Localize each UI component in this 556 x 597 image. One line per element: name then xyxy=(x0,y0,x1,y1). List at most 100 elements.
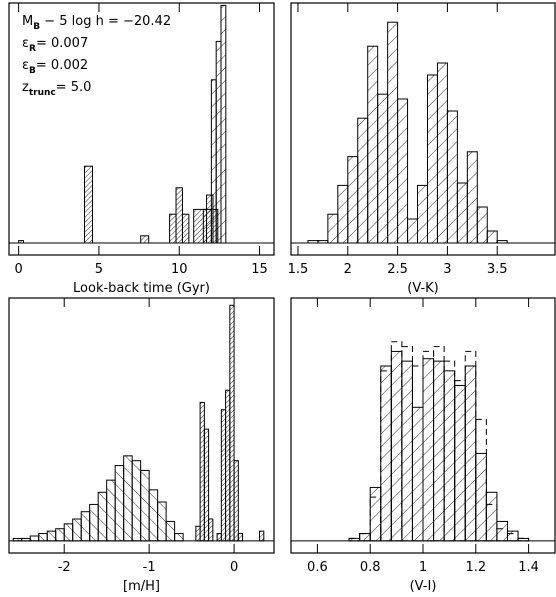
histogram-bar xyxy=(506,533,519,542)
histogram-bar xyxy=(433,346,445,542)
histogram-bar xyxy=(464,365,477,542)
histogram-bar xyxy=(225,389,231,542)
histogram-bar xyxy=(233,460,239,542)
annotation-subscript: R xyxy=(29,44,36,54)
histogram-bar xyxy=(169,213,177,244)
histogram-bar xyxy=(220,409,227,542)
histogram-bar xyxy=(259,530,265,542)
histogram-bar xyxy=(377,93,389,244)
histogram-bar xyxy=(55,528,65,542)
histogram-bar xyxy=(174,533,184,542)
histogram-bar xyxy=(367,45,379,244)
histogram-bar xyxy=(327,213,339,244)
histogram-bar xyxy=(140,469,150,542)
histogram-bar xyxy=(63,523,74,542)
annotation-text: − 5 log h = −20.42 xyxy=(40,14,171,29)
histogram-bar xyxy=(417,184,428,244)
histogram-bar xyxy=(387,21,399,244)
annotation-subscript: B xyxy=(33,22,40,32)
histogram-bar xyxy=(348,537,361,542)
histogram-bar xyxy=(215,40,222,244)
histogram-bar xyxy=(433,360,445,542)
histogram-bar xyxy=(106,479,116,542)
annotation: εB= 0.002 xyxy=(22,58,88,76)
histogram-bar xyxy=(466,151,478,244)
histogram-bar xyxy=(175,187,183,244)
histogram-bar xyxy=(21,537,31,542)
histogram-bar xyxy=(443,370,456,542)
frame xyxy=(8,297,275,554)
histogram-bar xyxy=(485,491,498,542)
x-tick-label: -2 xyxy=(58,560,71,575)
annotation-subscript: B xyxy=(29,66,36,76)
x-tick-label: 2.5 xyxy=(387,262,408,277)
histogram-bar xyxy=(436,62,448,244)
histogram-bar xyxy=(446,110,458,244)
x-tick-label: 3 xyxy=(443,262,451,277)
histogram-bar xyxy=(517,537,530,542)
histogram-bar xyxy=(140,235,150,244)
x-tick-label: 1 xyxy=(419,560,427,575)
histogram-bar xyxy=(397,98,409,244)
annotation-subscript: trunc xyxy=(29,88,56,98)
x-axis-label: (V-I) xyxy=(410,579,437,593)
histogram-bar xyxy=(506,530,519,542)
x-tick-label: 1.5 xyxy=(288,262,309,277)
histogram-bar xyxy=(426,74,438,244)
histogram-bar xyxy=(411,365,424,542)
histogram-bar xyxy=(496,528,508,542)
histogram-bar xyxy=(380,365,392,542)
histogram-bar xyxy=(422,358,435,542)
annotation: MB − 5 log h = −20.42 xyxy=(22,14,171,32)
x-tick-label: 5 xyxy=(95,262,103,277)
frame xyxy=(290,2,556,256)
x-tick-label: 1.2 xyxy=(465,560,486,575)
histogram-bar xyxy=(220,4,227,244)
histogram-bar xyxy=(337,184,349,244)
histogram-bar xyxy=(496,240,508,244)
histogram-bar xyxy=(454,384,466,542)
x-tick-label: 0 xyxy=(230,560,238,575)
x-tick-label: 0.6 xyxy=(307,560,328,575)
x-tick-label: -1 xyxy=(143,560,156,575)
x-tick-label: 3.5 xyxy=(487,262,508,277)
histogram-bar xyxy=(456,182,468,244)
histogram-bar xyxy=(89,503,99,542)
histogram-bar xyxy=(485,503,498,542)
histogram-bar xyxy=(464,350,477,542)
histogram-bar xyxy=(359,533,371,542)
histogram-bar xyxy=(401,360,413,542)
x-axis-label: Look-back time (Gyr) xyxy=(73,281,210,296)
histogram-bar xyxy=(347,156,359,244)
histogram-bar xyxy=(407,218,419,244)
histogram-bar xyxy=(83,165,94,244)
x-tick-label: 1.4 xyxy=(518,560,539,575)
histogram-bar xyxy=(12,537,23,542)
histogram-bar xyxy=(390,350,403,542)
histogram-bar xyxy=(307,240,319,244)
histogram-bar xyxy=(476,206,488,244)
annotation-symbol: ε xyxy=(22,36,29,51)
histogram-bar xyxy=(496,520,508,542)
histogram-bar xyxy=(72,518,82,542)
histogram-bar xyxy=(199,401,205,542)
histogram-bar xyxy=(208,518,214,542)
histogram-bar xyxy=(475,418,487,542)
frame xyxy=(290,297,556,554)
histogram-bar xyxy=(29,535,40,542)
annotation-text: = 0.007 xyxy=(36,36,88,51)
x-tick-label: 0.8 xyxy=(360,560,381,575)
histogram-bar xyxy=(203,428,210,542)
histogram-bar xyxy=(157,501,167,542)
annotation-text: = 0.002 xyxy=(36,58,88,73)
histogram-bar xyxy=(401,346,413,542)
annotation: ztrunc= 5.0 xyxy=(22,80,91,98)
x-tick-label: 10 xyxy=(171,262,188,277)
x-axis-label: [m/H] xyxy=(123,579,160,593)
histogram-bar xyxy=(486,230,498,244)
histogram-bar xyxy=(369,486,382,542)
x-tick-label: 2 xyxy=(344,262,352,277)
histogram-bar xyxy=(123,455,133,542)
histogram-bar xyxy=(181,213,190,244)
